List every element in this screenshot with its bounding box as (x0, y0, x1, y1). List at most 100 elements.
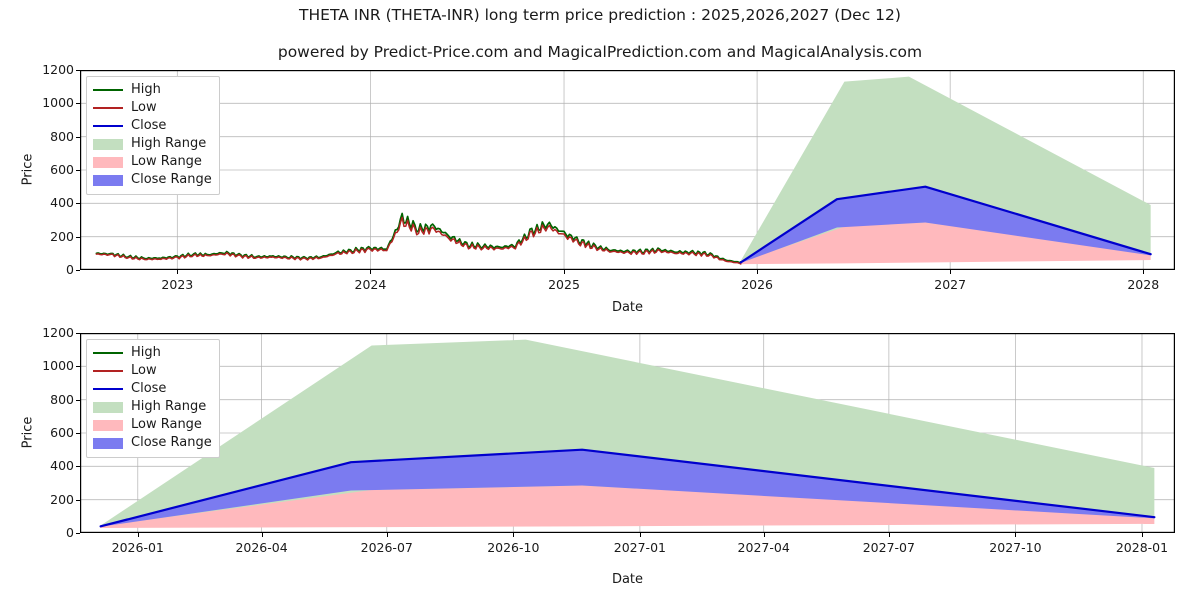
y-tick-mark (76, 466, 80, 468)
y-tick-mark (76, 103, 80, 105)
y-tick-mark (76, 70, 80, 71)
x-tick-mark (1141, 533, 1143, 537)
x-tick-mark (950, 270, 952, 274)
legend-swatch-line-icon (93, 120, 123, 132)
y-tick-label: 200 (50, 491, 74, 507)
legend-label: Close Range (131, 172, 212, 187)
y-tick-mark (76, 270, 80, 271)
legend-swatch-line-icon (93, 102, 123, 114)
x-tick-label: 2027-10 (989, 540, 1042, 555)
legend-label: High (131, 82, 161, 97)
y-tick-label: 0 (66, 525, 74, 540)
x-tick-mark (177, 270, 179, 274)
x-tick-mark (639, 533, 641, 537)
x-tick-mark (888, 533, 890, 537)
y-tick-label: 800 (50, 391, 74, 407)
legend-label: Low (131, 100, 157, 115)
y-tick-mark (76, 170, 80, 171)
legend-swatch-line-icon (93, 84, 123, 96)
legend-item-close: Close (93, 117, 212, 135)
x-tick-label: 2027-04 (737, 540, 790, 555)
legend-item-high-range: High Range (93, 135, 212, 153)
legend-label: Close (131, 381, 167, 396)
x-tick-label: 2024 (354, 277, 387, 292)
legend-label: High Range (131, 136, 207, 151)
x-tick-label: 2025 (548, 277, 580, 292)
legend-item-close: Close (93, 380, 212, 398)
legend-swatch-patch-icon (93, 156, 123, 168)
legend-swatch-patch-icon (93, 174, 123, 186)
y-tick-label: 1200 (42, 62, 74, 77)
legend-swatch-line-icon (93, 365, 123, 377)
y-tick-mark (76, 333, 80, 334)
x-tick-label: 2026-10 (487, 540, 540, 555)
x-tick-mark (564, 270, 566, 274)
x-tick-label: 2026 (741, 277, 773, 292)
x-tick-label: 2023 (161, 277, 194, 292)
legend-label: Close (131, 118, 167, 133)
legend-item-close-range: Close Range (93, 434, 212, 452)
legend-item-high: High (93, 81, 212, 99)
legend-swatch-line-icon (93, 383, 123, 395)
y-tick-mark (76, 533, 80, 534)
x-tick-label: 2028-01 (1115, 540, 1169, 555)
x-tick-mark (261, 533, 263, 537)
x-tick-label: 2026-01 (111, 540, 164, 555)
top-chart-axes (80, 70, 1175, 270)
legend-item-high-range: High Range (93, 398, 212, 416)
top-x-axis-label: Date (611, 300, 644, 315)
legend-label: Close Range (131, 435, 212, 450)
x-tick-label: 2026-07 (360, 540, 413, 555)
x-tick-mark (386, 533, 388, 537)
x-tick-mark (1143, 270, 1145, 274)
y-tick-label: 600 (50, 162, 74, 177)
y-tick-label: 1200 (42, 325, 74, 340)
legend-swatch-line-icon (93, 347, 123, 359)
x-tick-label: 2028 (1127, 277, 1160, 292)
y-tick-label: 800 (50, 128, 74, 144)
legend-item-low: Low (93, 99, 212, 117)
y-tick-label: 0 (66, 262, 74, 277)
y-tick-mark (76, 499, 80, 501)
y-tick-mark (76, 236, 80, 238)
y-tick-mark (76, 366, 80, 368)
y-tick-label: 600 (50, 425, 74, 440)
x-tick-mark (513, 533, 515, 537)
x-tick-label: 2027-07 (862, 540, 915, 555)
y-tick-mark (76, 136, 80, 138)
x-tick-label: 2027-01 (613, 540, 666, 555)
y-tick-label: 1000 (42, 358, 74, 374)
legend-item-low: Low (93, 362, 212, 380)
x-tick-label: 2027 (934, 277, 967, 292)
chart-subtitle: powered by Predict-Price.com and Magical… (277, 43, 923, 61)
top-chart-legend: High Low Close High Range Low Range Close Ran… (86, 76, 220, 195)
y-tick-label: 400 (50, 458, 74, 474)
legend-item-close-range: Close Range (93, 171, 212, 189)
y-tick-mark (76, 433, 80, 434)
legend-item-low-range: Low Range (93, 153, 212, 171)
legend-label: Low Range (131, 417, 202, 432)
y-tick-label: 400 (50, 195, 74, 211)
x-tick-mark (137, 533, 139, 537)
bottom-chart-legend: High Low Close High Range Low Range Close Ran… (86, 339, 220, 458)
legend-label: Low (131, 363, 157, 378)
legend-label: High Range (131, 399, 207, 414)
legend-item-high: High (93, 344, 212, 362)
y-tick-label: 1000 (42, 95, 74, 111)
bottom-chart-axes (80, 333, 1175, 533)
chart-title: THETA INR (THETA-INR) long term price pr… (299, 6, 901, 24)
y-tick-label: 200 (50, 228, 74, 244)
legend-item-low-range: Low Range (93, 416, 212, 434)
legend-label: Low Range (131, 154, 202, 169)
y-tick-mark (76, 399, 80, 401)
bottom-x-axis-label: Date (611, 572, 644, 587)
legend-swatch-patch-icon (93, 138, 123, 150)
legend-swatch-patch-icon (93, 419, 123, 431)
x-tick-label: 2026-04 (235, 540, 288, 555)
x-tick-mark (763, 533, 765, 537)
legend-swatch-patch-icon (93, 401, 123, 413)
x-tick-mark (757, 270, 759, 274)
legend-label: High (131, 345, 161, 360)
x-tick-mark (1015, 533, 1017, 537)
